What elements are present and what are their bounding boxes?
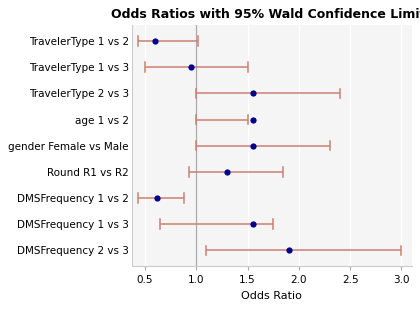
Title: Odds Ratios with 95% Wald Confidence Limits: Odds Ratios with 95% Wald Confidence Lim… bbox=[111, 8, 420, 21]
X-axis label: Odds Ratio: Odds Ratio bbox=[241, 291, 302, 301]
